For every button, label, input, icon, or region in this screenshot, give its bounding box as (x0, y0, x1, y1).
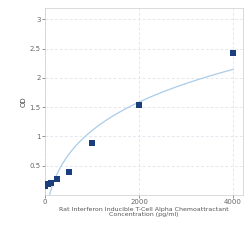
Point (231, 51, 235, 55)
Point (66, 170, 70, 173)
X-axis label: Rat Interferon Inducible T-Cell Alpha Chemoattractant
Concentration (pg/ml): Rat Interferon Inducible T-Cell Alpha Ch… (59, 206, 228, 217)
Point (55, 177, 59, 181)
Point (90, 142, 94, 146)
Point (46, 182, 50, 186)
Point (137, 103, 141, 107)
Y-axis label: OD: OD (21, 96, 27, 106)
Point (49, 181, 53, 185)
Point (43, 184, 47, 188)
